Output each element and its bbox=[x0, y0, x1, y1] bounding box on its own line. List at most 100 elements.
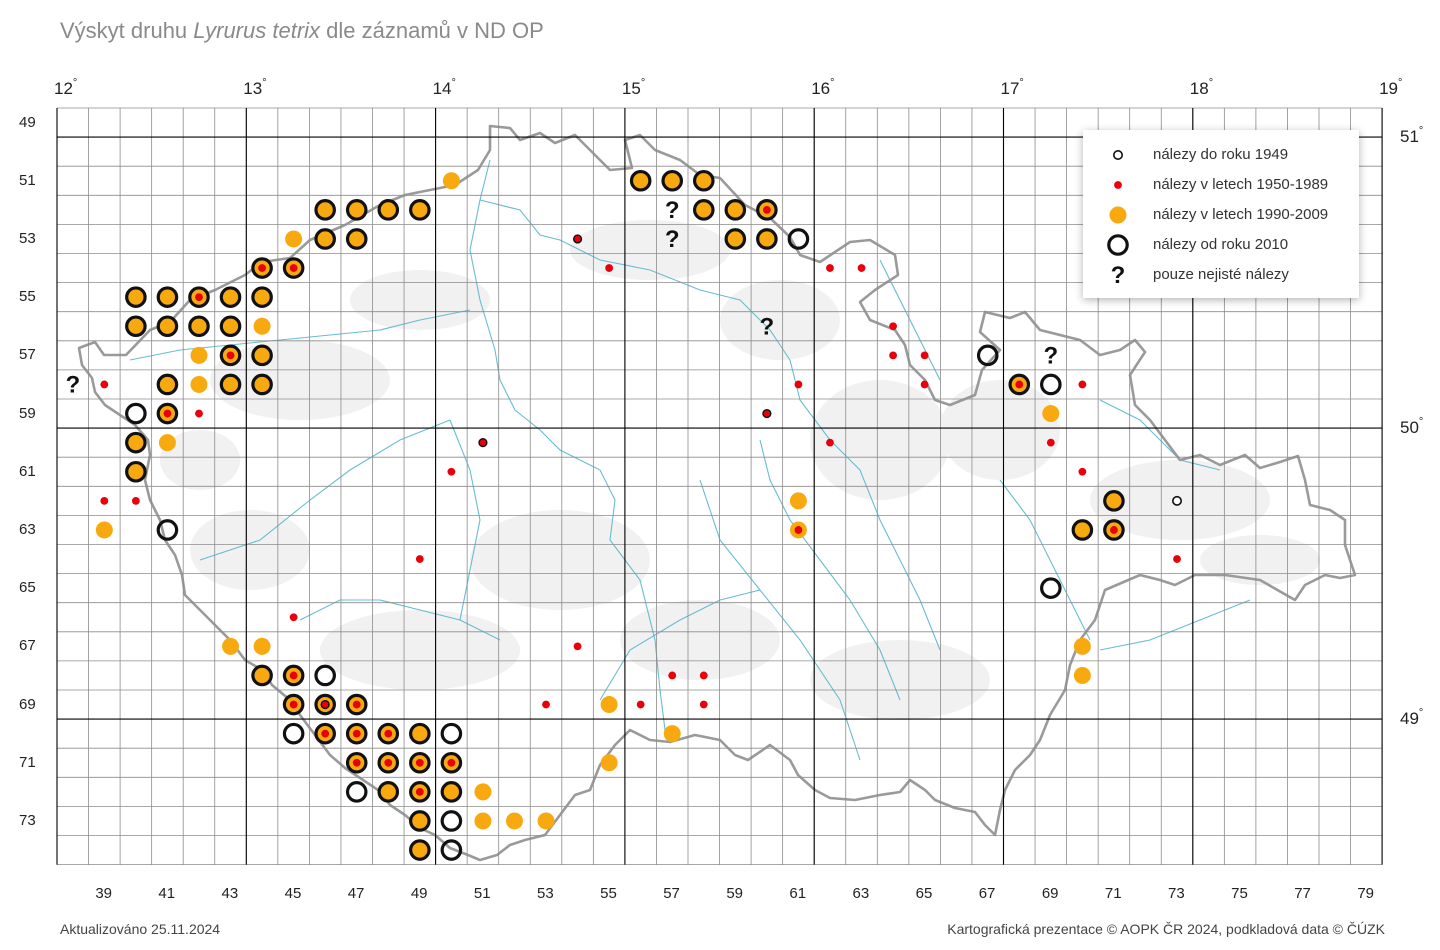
record-1990-2009 bbox=[348, 230, 366, 248]
latitude-label: 51° bbox=[1400, 125, 1423, 147]
longitude-label: 19° bbox=[1379, 77, 1402, 99]
record-since-2010 bbox=[724, 228, 747, 250]
degree-symbol: ° bbox=[262, 77, 267, 89]
record-1990-2009 bbox=[758, 230, 776, 248]
record-marker bbox=[314, 722, 336, 745]
legend-label: nálezy do roku 1949 bbox=[1153, 146, 1289, 163]
col-label: 45 bbox=[284, 885, 302, 902]
record-marker bbox=[826, 438, 834, 447]
record-marker bbox=[1073, 666, 1091, 684]
record-uncertain: ? bbox=[665, 226, 680, 253]
record-1990-2009 bbox=[474, 783, 492, 801]
longitude-value: 16 bbox=[811, 79, 831, 98]
record-uncertain: ? bbox=[760, 313, 775, 340]
record-marker bbox=[100, 496, 109, 505]
latitude-label: 49° bbox=[1400, 707, 1423, 729]
river bbox=[469, 159, 496, 351]
row-label: 55 bbox=[19, 288, 36, 306]
record-marker bbox=[282, 664, 305, 687]
river bbox=[129, 309, 471, 361]
river bbox=[699, 479, 861, 761]
record-since-2010 bbox=[282, 664, 305, 687]
record-marker bbox=[314, 693, 336, 716]
record-1950-1989 bbox=[447, 758, 456, 767]
record-marker bbox=[1042, 405, 1060, 423]
record-marker bbox=[222, 637, 240, 655]
record-1990-2009 bbox=[411, 201, 429, 219]
record-marker bbox=[219, 286, 242, 308]
record-marker bbox=[756, 228, 778, 250]
record-1990-2009 bbox=[158, 434, 176, 452]
record-since-2010 bbox=[282, 722, 305, 745]
latitude-label: 50° bbox=[1400, 416, 1423, 438]
record-marker bbox=[1078, 467, 1087, 476]
record-marker bbox=[125, 402, 147, 425]
record-marker bbox=[345, 751, 368, 774]
record-marker bbox=[762, 408, 772, 419]
longitude-value: 17 bbox=[1000, 79, 1020, 98]
record-since-2010 bbox=[440, 751, 463, 774]
record-marker bbox=[976, 344, 999, 367]
record-since-2010 bbox=[251, 373, 273, 396]
legend-item-unsure: ? pouze nejisté nálezy bbox=[1083, 260, 1359, 290]
record-since-2010 bbox=[409, 722, 431, 745]
record-since-2010 bbox=[251, 257, 273, 279]
record-marker bbox=[409, 781, 431, 803]
record-1950-1989 bbox=[447, 467, 456, 476]
record-marker bbox=[692, 199, 715, 221]
record-since-2010 bbox=[1040, 577, 1062, 599]
title-prefix: Výskyt druhu bbox=[60, 18, 194, 43]
record-1990-2009 bbox=[726, 230, 744, 248]
legend-label: nálezy v letech 1950-1989 bbox=[1153, 176, 1329, 193]
record-uncertain: ? bbox=[1111, 262, 1126, 289]
record-since-2010 bbox=[724, 199, 747, 221]
record-1950-1989 bbox=[289, 264, 298, 272]
col-label: 59 bbox=[726, 885, 743, 902]
latitude-value: 51 bbox=[1400, 127, 1419, 147]
record-1990-2009 bbox=[316, 201, 334, 219]
col-label: 77 bbox=[1294, 885, 1311, 902]
record-since-2010 bbox=[156, 519, 179, 541]
record-since-2010 bbox=[282, 257, 305, 279]
river bbox=[1099, 599, 1251, 651]
record-1950-1989 bbox=[1110, 526, 1118, 534]
record-marker bbox=[409, 839, 431, 861]
row-label: 59 bbox=[19, 404, 36, 422]
longitude-value: 12 bbox=[54, 79, 73, 98]
record-marker bbox=[156, 402, 179, 425]
record-since-2010 bbox=[629, 169, 652, 192]
record-1990-2009 bbox=[222, 288, 240, 306]
record-since-2010 bbox=[409, 810, 431, 832]
record-1950-1989 bbox=[352, 700, 361, 709]
record-1990-2009 bbox=[789, 492, 807, 510]
record-marker bbox=[826, 264, 834, 272]
record-marker bbox=[920, 380, 929, 389]
record-marker: ? bbox=[1111, 262, 1126, 289]
record-since-2010 bbox=[409, 781, 431, 803]
record-1950-1989 bbox=[1078, 467, 1087, 476]
record-1990-2009 bbox=[1073, 637, 1091, 655]
record-since-2010 bbox=[188, 286, 210, 308]
record-1950-1989 bbox=[542, 700, 550, 709]
col-label: 39 bbox=[95, 885, 112, 902]
record-1990-2009 bbox=[600, 754, 618, 772]
record-marker bbox=[190, 375, 208, 393]
record-since-2010 bbox=[156, 402, 179, 425]
record-marker bbox=[158, 434, 176, 452]
record-marker bbox=[188, 286, 210, 308]
record-1950-1989 bbox=[100, 496, 109, 505]
record-since-2010 bbox=[314, 664, 336, 687]
record-marker bbox=[474, 812, 492, 830]
record-since-2010 bbox=[440, 722, 463, 745]
relief-patch bbox=[470, 510, 650, 610]
col-label: 53 bbox=[537, 885, 554, 902]
record-marker bbox=[345, 693, 368, 716]
record-1990-2009 bbox=[253, 288, 271, 306]
degree-symbol: ° bbox=[640, 77, 646, 89]
relief-patch bbox=[570, 220, 730, 280]
record-1990-2009 bbox=[379, 783, 397, 801]
record-marker bbox=[440, 839, 463, 861]
longitude-label: 13° bbox=[243, 77, 267, 99]
record-marker bbox=[125, 460, 147, 483]
relief-patch bbox=[160, 430, 240, 490]
